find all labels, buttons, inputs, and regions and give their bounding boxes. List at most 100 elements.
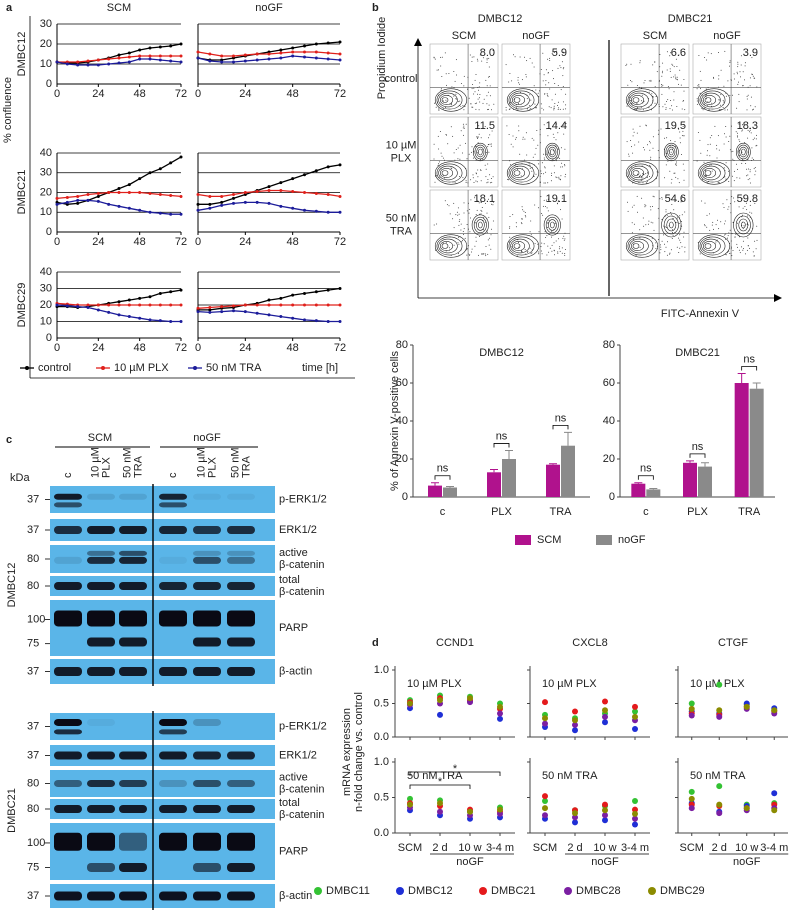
event xyxy=(736,135,738,137)
y-tick-label: 40 xyxy=(396,415,408,427)
x-tick-label: TRA xyxy=(738,506,761,518)
event xyxy=(560,89,562,91)
group-label: noGF xyxy=(456,856,484,868)
x-tick-label: 24 xyxy=(239,342,251,354)
data-point xyxy=(208,52,212,56)
event xyxy=(704,202,706,204)
event xyxy=(652,64,654,66)
event xyxy=(670,52,672,54)
event xyxy=(668,88,670,90)
data-point xyxy=(96,63,100,67)
data-point xyxy=(138,48,142,52)
data-point xyxy=(243,53,247,57)
event xyxy=(442,100,444,102)
x-tick-label: 0 xyxy=(195,236,201,248)
event xyxy=(724,220,726,222)
event xyxy=(546,93,548,95)
event xyxy=(732,250,734,251)
event xyxy=(752,139,754,141)
contour xyxy=(434,234,468,258)
data-point xyxy=(96,194,100,198)
event xyxy=(482,229,484,231)
band xyxy=(54,780,82,787)
event xyxy=(564,232,566,234)
flow-plot xyxy=(692,43,762,115)
y-tick-label: 80 xyxy=(396,339,408,351)
event xyxy=(718,75,720,77)
event xyxy=(627,210,629,212)
x-tick-label: 24 xyxy=(92,88,104,100)
event xyxy=(482,57,484,59)
event xyxy=(718,99,720,100)
event xyxy=(437,164,439,166)
contour xyxy=(545,216,559,234)
x-tick-label: 10 w xyxy=(593,842,616,854)
event xyxy=(518,246,520,248)
x-tick-label: 48 xyxy=(134,236,146,248)
y-tick-label: 20 xyxy=(40,38,52,50)
event xyxy=(455,59,457,61)
event xyxy=(474,245,476,247)
event xyxy=(749,169,751,171)
event xyxy=(518,125,520,127)
event xyxy=(664,226,666,228)
event xyxy=(534,204,536,206)
event xyxy=(477,176,479,178)
band xyxy=(227,637,255,647)
event xyxy=(727,80,729,82)
event xyxy=(718,181,720,183)
marker-label: 80 xyxy=(27,580,39,592)
event xyxy=(675,78,677,80)
event xyxy=(491,228,492,230)
event xyxy=(448,247,450,249)
event xyxy=(649,140,651,142)
event xyxy=(543,109,545,111)
event xyxy=(729,203,731,205)
contour xyxy=(669,148,674,156)
event xyxy=(476,136,478,138)
event xyxy=(731,255,733,257)
data-point xyxy=(267,52,271,56)
event xyxy=(455,93,457,95)
error-bar xyxy=(431,482,439,486)
event xyxy=(521,218,523,220)
event xyxy=(749,211,751,213)
event xyxy=(466,249,468,251)
lane-label: 50 nM xyxy=(121,447,133,478)
data-point xyxy=(169,212,173,216)
event xyxy=(751,57,753,59)
band xyxy=(193,832,221,851)
event xyxy=(747,245,749,247)
event xyxy=(505,107,507,108)
event xyxy=(738,139,740,141)
event xyxy=(664,137,665,139)
event xyxy=(529,247,531,249)
data-point xyxy=(314,209,318,213)
event xyxy=(544,166,546,168)
event xyxy=(558,107,560,109)
event xyxy=(736,71,738,73)
event xyxy=(458,224,460,226)
annotation: ns xyxy=(496,430,508,442)
event xyxy=(707,52,709,54)
legend-label: DMBC12 xyxy=(408,885,453,897)
event xyxy=(468,202,469,204)
event xyxy=(718,52,719,53)
band xyxy=(159,729,187,735)
event xyxy=(462,105,464,107)
data-point xyxy=(279,296,283,300)
event xyxy=(547,72,549,74)
band xyxy=(227,780,255,787)
data-point xyxy=(86,198,90,202)
event xyxy=(467,88,469,90)
event xyxy=(740,64,742,66)
data-point xyxy=(138,177,142,181)
x-tick-label: 72 xyxy=(334,236,346,248)
event xyxy=(529,164,531,166)
data-point xyxy=(572,810,578,817)
panel-label: d xyxy=(372,637,379,649)
data-point xyxy=(196,306,200,310)
event xyxy=(561,61,563,63)
percentage: 18.1 xyxy=(474,193,495,205)
data-point xyxy=(497,810,503,817)
